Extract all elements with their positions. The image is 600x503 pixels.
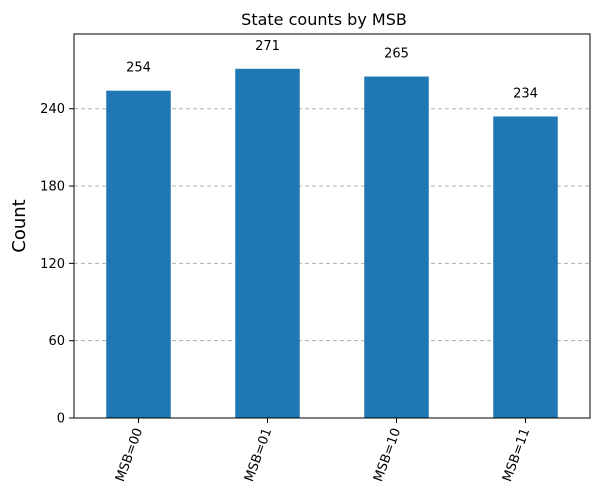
bar-msb-00 — [106, 90, 171, 418]
data-label: 254 — [126, 61, 151, 76]
chart-title: State counts by MSB — [241, 10, 407, 29]
bar-msb-10 — [364, 76, 429, 418]
bar-msb-11 — [493, 116, 558, 419]
y-axis-label: Count — [9, 199, 30, 252]
x-tick-label: MSB=01 — [242, 426, 275, 484]
y-tick-label: 0 — [57, 412, 65, 427]
x-tick-label: MSB=00 — [113, 426, 146, 484]
data-label: 271 — [255, 39, 280, 54]
bar-msb-01 — [235, 68, 300, 419]
data-label: 234 — [513, 86, 538, 101]
x-tick-label: MSB=10 — [371, 426, 404, 484]
data-labels: 254 271 265 234 — [126, 39, 538, 102]
data-label: 265 — [384, 47, 409, 62]
plot-frame — [73, 33, 591, 419]
y-tick-label: 180 — [40, 180, 65, 195]
y-tick-label: 240 — [40, 102, 65, 117]
y-tick-label: 60 — [48, 334, 65, 349]
x-tick-label: MSB=11 — [500, 426, 533, 484]
bars — [106, 68, 558, 419]
y-tick-label: 120 — [40, 257, 65, 272]
